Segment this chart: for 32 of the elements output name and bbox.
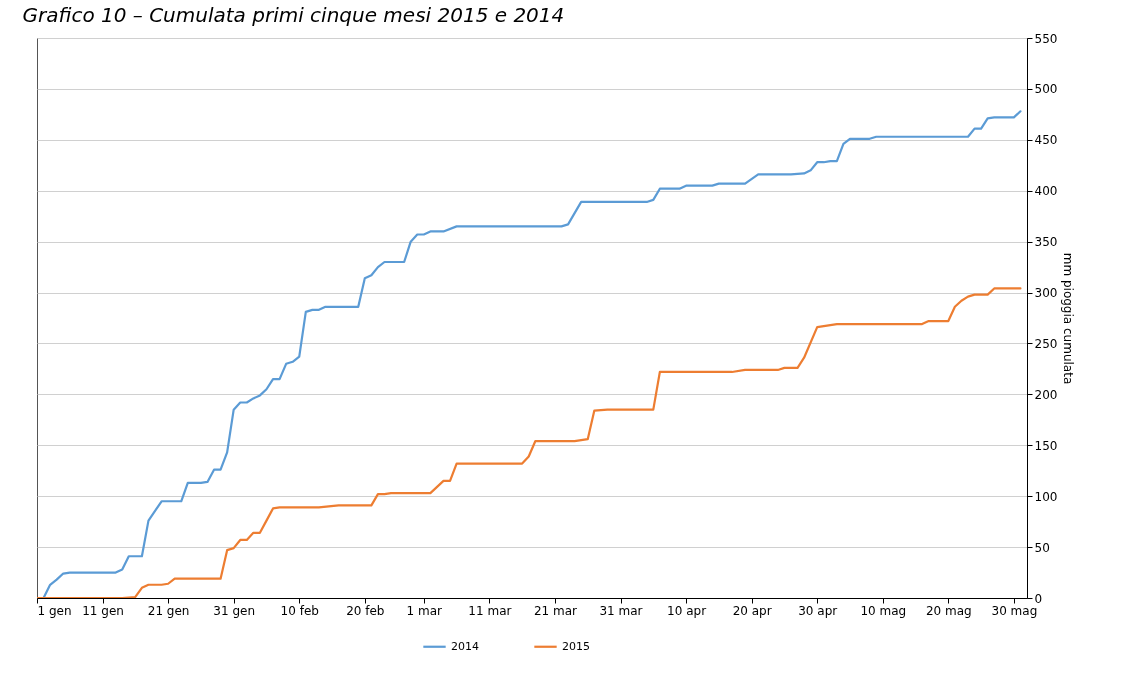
x-tick-label: 20 apr bbox=[732, 603, 772, 618]
x-tick-label: 1 gen bbox=[37, 603, 72, 618]
x-tick-label: 11 gen bbox=[82, 603, 124, 618]
y-tick-label: 300 bbox=[1034, 286, 1058, 301]
y-tick-label: 550 bbox=[1034, 31, 1058, 46]
x-tick-label: 21 mar bbox=[533, 603, 578, 618]
x-tick-label: 10 apr bbox=[667, 603, 707, 618]
y-tick-label: 50 bbox=[1034, 540, 1050, 555]
x-tick-label: 1 mar bbox=[406, 603, 443, 618]
y-tick-label: 400 bbox=[1034, 184, 1058, 199]
chart-title: Grafico 10 – Cumulata primi cinque mesi 2015 e 2014 bbox=[22, 3, 565, 27]
x-tick-label: 30 mag bbox=[991, 603, 1038, 618]
x-tick-label: 10 mag bbox=[860, 603, 907, 618]
x-tick-label: 11 mar bbox=[468, 603, 512, 618]
x-tick-label: 20 feb bbox=[346, 603, 385, 618]
y-tick-label: 0 bbox=[1034, 591, 1043, 606]
y-tick-label: 350 bbox=[1034, 235, 1058, 250]
x-tick-label: 20 mag bbox=[925, 603, 972, 618]
y-tick-label: 500 bbox=[1034, 82, 1058, 97]
x-tick-label: 10 feb bbox=[280, 603, 319, 618]
y-axis-title: mm pioggia cumulata bbox=[1061, 252, 1076, 385]
x-tick-label: 31 mar bbox=[599, 603, 643, 618]
y-tick-label: 450 bbox=[1034, 133, 1058, 148]
y-tick-label: 150 bbox=[1034, 438, 1058, 453]
y-tick-label: 250 bbox=[1034, 336, 1058, 351]
y-tick-label: 200 bbox=[1034, 387, 1058, 402]
x-tick-label: 31 gen bbox=[213, 603, 256, 618]
y-tick-label: 100 bbox=[1034, 489, 1058, 504]
x-tick-label: 21 gen bbox=[147, 603, 190, 618]
x-tick-label: 30 apr bbox=[798, 603, 838, 618]
legend-label: 2015 bbox=[562, 639, 590, 653]
legend-label: 2014 bbox=[451, 639, 479, 653]
